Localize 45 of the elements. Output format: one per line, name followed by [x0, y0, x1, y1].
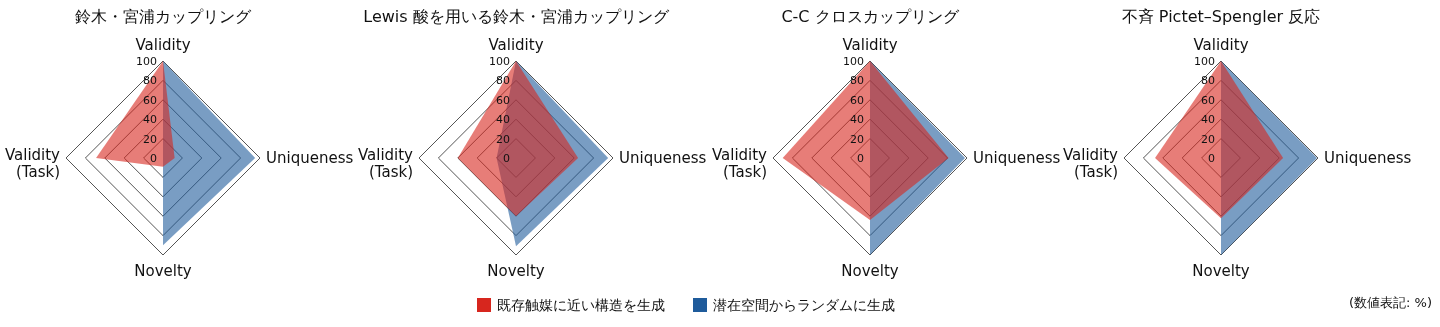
spoke-label: Validity — [135, 36, 191, 54]
y-tick-label: 40 — [850, 113, 864, 127]
spoke-label: Validity — [842, 36, 898, 54]
y-tick-label: 80 — [496, 74, 510, 88]
y-tick-label: 0 — [503, 152, 510, 165]
chart-title: Lewis 酸を用いる鈴木・宮浦カップリング — [363, 7, 670, 26]
chart-title: 鈴木・宮浦カップリング — [75, 7, 252, 26]
spoke-label: Validity (Task) — [4, 145, 61, 181]
spoke-label: Novelty — [487, 262, 545, 280]
chart-title: C-C クロスカップリング — [781, 7, 960, 26]
y-tick-label: 0 — [857, 152, 864, 165]
y-tick-label: 40 — [1201, 113, 1215, 127]
y-tick-label: 60 — [1201, 93, 1215, 107]
y-tick-label: 100 — [843, 55, 864, 68]
y-tick-label: 60 — [143, 93, 157, 107]
y-tick-label: 40 — [496, 113, 510, 127]
legend-label: 既存触媒に近い構造を生成 — [497, 297, 665, 313]
spoke-label: Validity (Task) — [711, 145, 768, 181]
y-tick-label: 0 — [150, 152, 157, 165]
y-tick-label: 20 — [850, 132, 864, 146]
spoke-label: Validity (Task) — [1062, 145, 1119, 181]
spoke-label: Uniqueness — [1324, 149, 1412, 167]
y-tick-label: 60 — [850, 93, 864, 107]
y-tick-label: 100 — [136, 55, 157, 68]
y-tick-label: 0 — [1208, 152, 1215, 165]
spoke-label: Novelty — [841, 262, 899, 280]
spoke-label: Validity — [1193, 36, 1249, 54]
y-tick-label: 40 — [143, 113, 157, 127]
spoke-label: Uniqueness — [619, 149, 707, 167]
y-tick-label: 20 — [1201, 132, 1215, 146]
spoke-label: Novelty — [1192, 262, 1250, 280]
y-tick-label: 20 — [143, 132, 157, 146]
y-tick-label: 100 — [1194, 55, 1215, 68]
chart-title: 不斉 Pictet–Spengler 反応 — [1121, 7, 1321, 26]
spoke-label: Novelty — [134, 262, 192, 280]
y-tick-label: 60 — [496, 93, 510, 107]
spoke-label: Uniqueness — [973, 149, 1061, 167]
spoke-label: Validity — [488, 36, 544, 54]
spoke-label: Validity (Task) — [357, 145, 414, 181]
spoke-label: Uniqueness — [266, 149, 354, 167]
y-tick-label: 80 — [850, 74, 864, 88]
legend-label: 潜在空間からランダムに生成 — [713, 297, 895, 313]
y-tick-label: 20 — [496, 132, 510, 146]
y-tick-label: 100 — [489, 55, 510, 68]
text: (数値表記: %) — [1348, 295, 1432, 310]
